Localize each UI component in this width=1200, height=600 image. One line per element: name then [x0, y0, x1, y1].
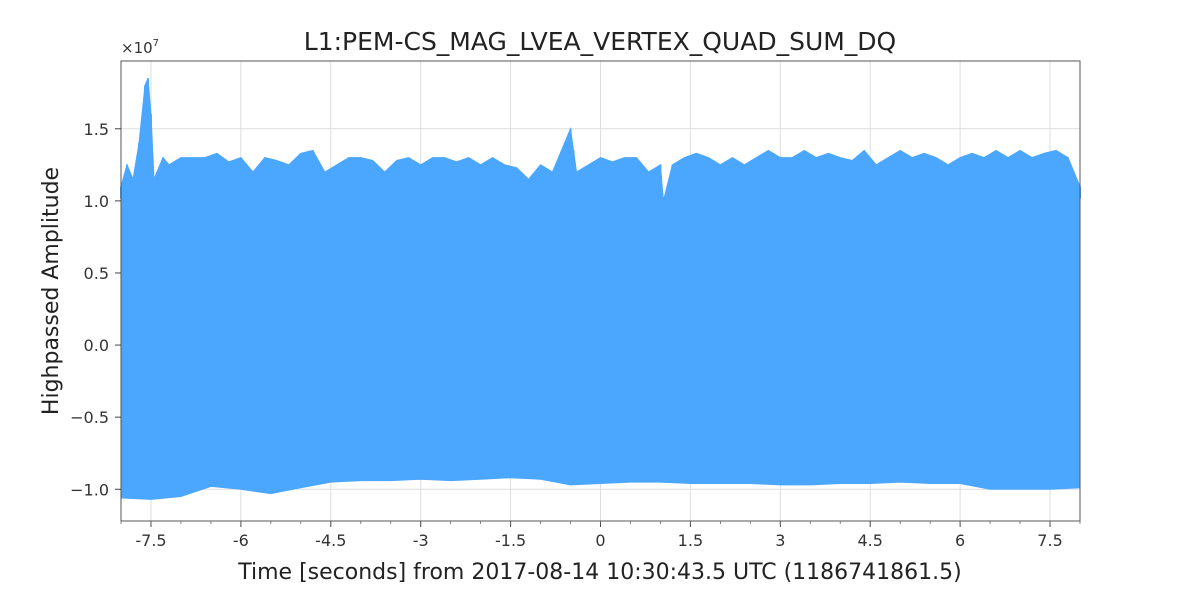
x-tick-label: -6 — [233, 531, 249, 550]
y-tick-label: 0.5 — [84, 264, 109, 283]
y-tick-label: 1.5 — [84, 120, 109, 139]
x-tick-label: 7.5 — [1037, 531, 1062, 550]
x-axis: -7.5 -6 -4.5 -3 -1.5 0 1.5 3 4.5 6 7.5 — [120, 521, 1081, 550]
y-axis-label: Highpassed Amplitude — [39, 167, 64, 415]
x-tick-label: 3 — [775, 531, 785, 550]
plot-area — [120, 78, 1081, 500]
y-tick-label: −1.0 — [70, 480, 109, 499]
y-tick-label: 0.0 — [84, 336, 109, 355]
y-tick-label: −0.5 — [70, 408, 109, 427]
x-tick-label: 4.5 — [857, 531, 882, 550]
x-tick-label: 0 — [595, 531, 605, 550]
y-axis: −1.0 −0.5 0.0 0.5 1.0 1.5 — [70, 120, 121, 499]
y-multiplier-exponent: 7 — [153, 38, 159, 49]
y-multiplier: ×107 — [121, 38, 159, 57]
x-tick-label: 6 — [955, 531, 965, 550]
x-tick-label: -3 — [413, 531, 429, 550]
x-tick-label: -4.5 — [315, 531, 346, 550]
x-tick-label: -1.5 — [495, 531, 526, 550]
y-multiplier-base: ×10 — [121, 39, 153, 57]
x-tick-label: -7.5 — [135, 531, 166, 550]
chart-title: L1:PEM-CS_MAG_LVEA_VERTEX_QUAD_SUM_DQ — [304, 27, 896, 56]
signal-band — [120, 78, 1081, 500]
x-axis-label: Time [seconds] from 2017-08-14 10:30:43.… — [237, 560, 961, 585]
x-tick-label: 1.5 — [678, 531, 703, 550]
y-tick-label: 1.0 — [84, 192, 109, 211]
